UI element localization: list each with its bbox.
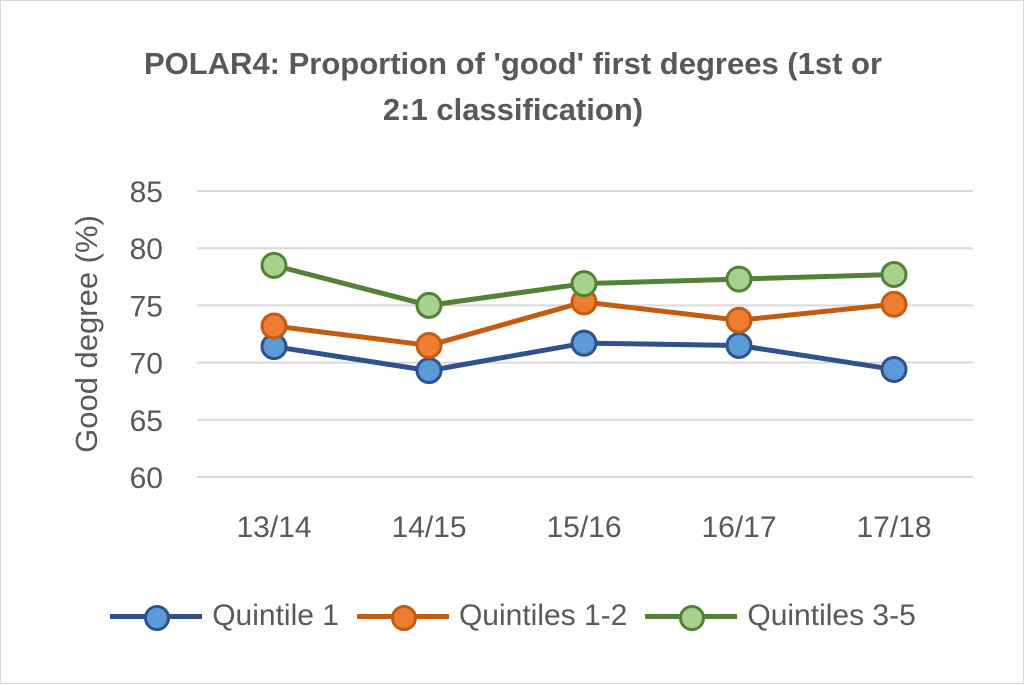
x-tick-16-17: 16/17: [701, 511, 776, 544]
legend-item-3: Quintiles 3-5: [645, 599, 916, 633]
legend-item-1: Quintile 1: [110, 599, 339, 633]
y-tick-labels: 60 65 70 75 80 85: [130, 176, 163, 495]
x-tick-13-14: 13/14: [236, 511, 311, 544]
data-point-3-2: [415, 291, 443, 319]
data-point-2-1: [260, 312, 288, 340]
legend-swatch-2: [356, 601, 449, 631]
data-point-1-2: [415, 357, 443, 385]
series-2: [260, 288, 908, 359]
y-tick-70: 70: [130, 348, 163, 381]
legend-item-2: Quintiles 1-2: [356, 599, 628, 633]
x-tick-14-15: 14/15: [391, 511, 466, 544]
chart-title-line-2: 2:1 classification): [382, 92, 644, 127]
legend-swatch-1: [110, 601, 203, 631]
data-point-3-5: [880, 261, 908, 289]
y-tick-65: 65: [130, 405, 163, 438]
series-3: [260, 251, 908, 319]
y-tick-80: 80: [130, 233, 163, 266]
y-tick-60: 60: [130, 462, 163, 495]
data-point-2-2: [415, 331, 443, 359]
data-point-2-4: [725, 306, 753, 334]
x-tick-labels: 13/14 14/15 15/16 16/17 17/18: [236, 511, 931, 544]
legend-swatch-3: [645, 601, 738, 631]
chart-title-line-1: POLAR4: Proportion of 'good' first degre…: [143, 46, 883, 81]
chart-title: POLAR4: Proportion of 'good' first degre…: [1, 41, 1024, 133]
data-point-1-4: [725, 331, 753, 359]
data-point-3-3: [570, 270, 598, 298]
legend-label-1: Quintile 1: [212, 599, 339, 632]
legend-label-2: Quintiles 1-2: [458, 599, 628, 632]
data-point-3-4: [725, 265, 753, 293]
data-point-1-3: [570, 329, 598, 357]
data-point-1-5: [880, 355, 908, 383]
x-tick-15-16: 15/16: [546, 511, 621, 544]
y-tick-85: 85: [130, 176, 163, 209]
x-tick-17-18: 17/18: [856, 511, 931, 544]
legend: Quintile 1 Quintiles 1-2 Quintiles 3-5: [1, 591, 1024, 641]
series-group: [260, 251, 908, 385]
legend-label-3: Quintiles 3-5: [747, 599, 916, 632]
y-tick-75: 75: [130, 290, 163, 323]
data-point-2-5: [880, 290, 908, 318]
data-point-3-1: [260, 251, 288, 279]
y-axis-label: Good degree (%): [69, 215, 104, 453]
